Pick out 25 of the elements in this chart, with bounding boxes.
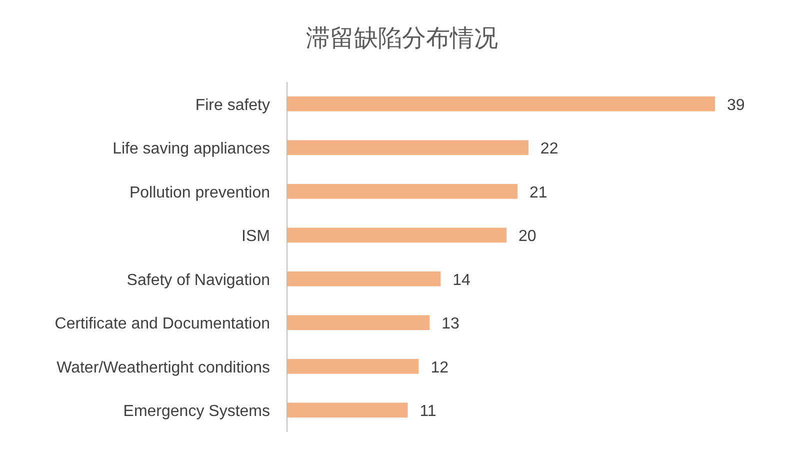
data-label: 22 xyxy=(540,140,558,158)
bar xyxy=(287,184,518,199)
y-tick-label: Water/Weathertight conditions xyxy=(56,359,270,376)
bar xyxy=(287,315,430,330)
bar xyxy=(287,402,408,418)
bar xyxy=(287,140,528,156)
bar xyxy=(287,96,715,112)
chart-title: 滞留缺陷分布情况 xyxy=(306,24,498,52)
y-tick-label: Life saving appliances xyxy=(112,140,270,158)
bar xyxy=(287,358,419,374)
data-label: 39 xyxy=(727,96,745,114)
data-label: 12 xyxy=(430,359,449,376)
data-label: 21 xyxy=(529,184,548,202)
data-label: 20 xyxy=(518,228,536,246)
y-tick-label: Safety of Navigation xyxy=(126,272,270,289)
data-label: 11 xyxy=(420,403,436,420)
y-tick-label: Fire safety xyxy=(195,96,270,114)
data-label: 14 xyxy=(452,272,471,289)
bar xyxy=(287,228,506,243)
y-tick-label: Certificate and Documentation xyxy=(54,316,270,333)
bar xyxy=(287,271,441,286)
y-tick-label: Emergency Systems xyxy=(123,403,270,420)
y-tick-label: Pollution prevention xyxy=(129,184,270,202)
data-label: 13 xyxy=(442,316,460,333)
y-tick-label: ISM xyxy=(242,228,270,246)
